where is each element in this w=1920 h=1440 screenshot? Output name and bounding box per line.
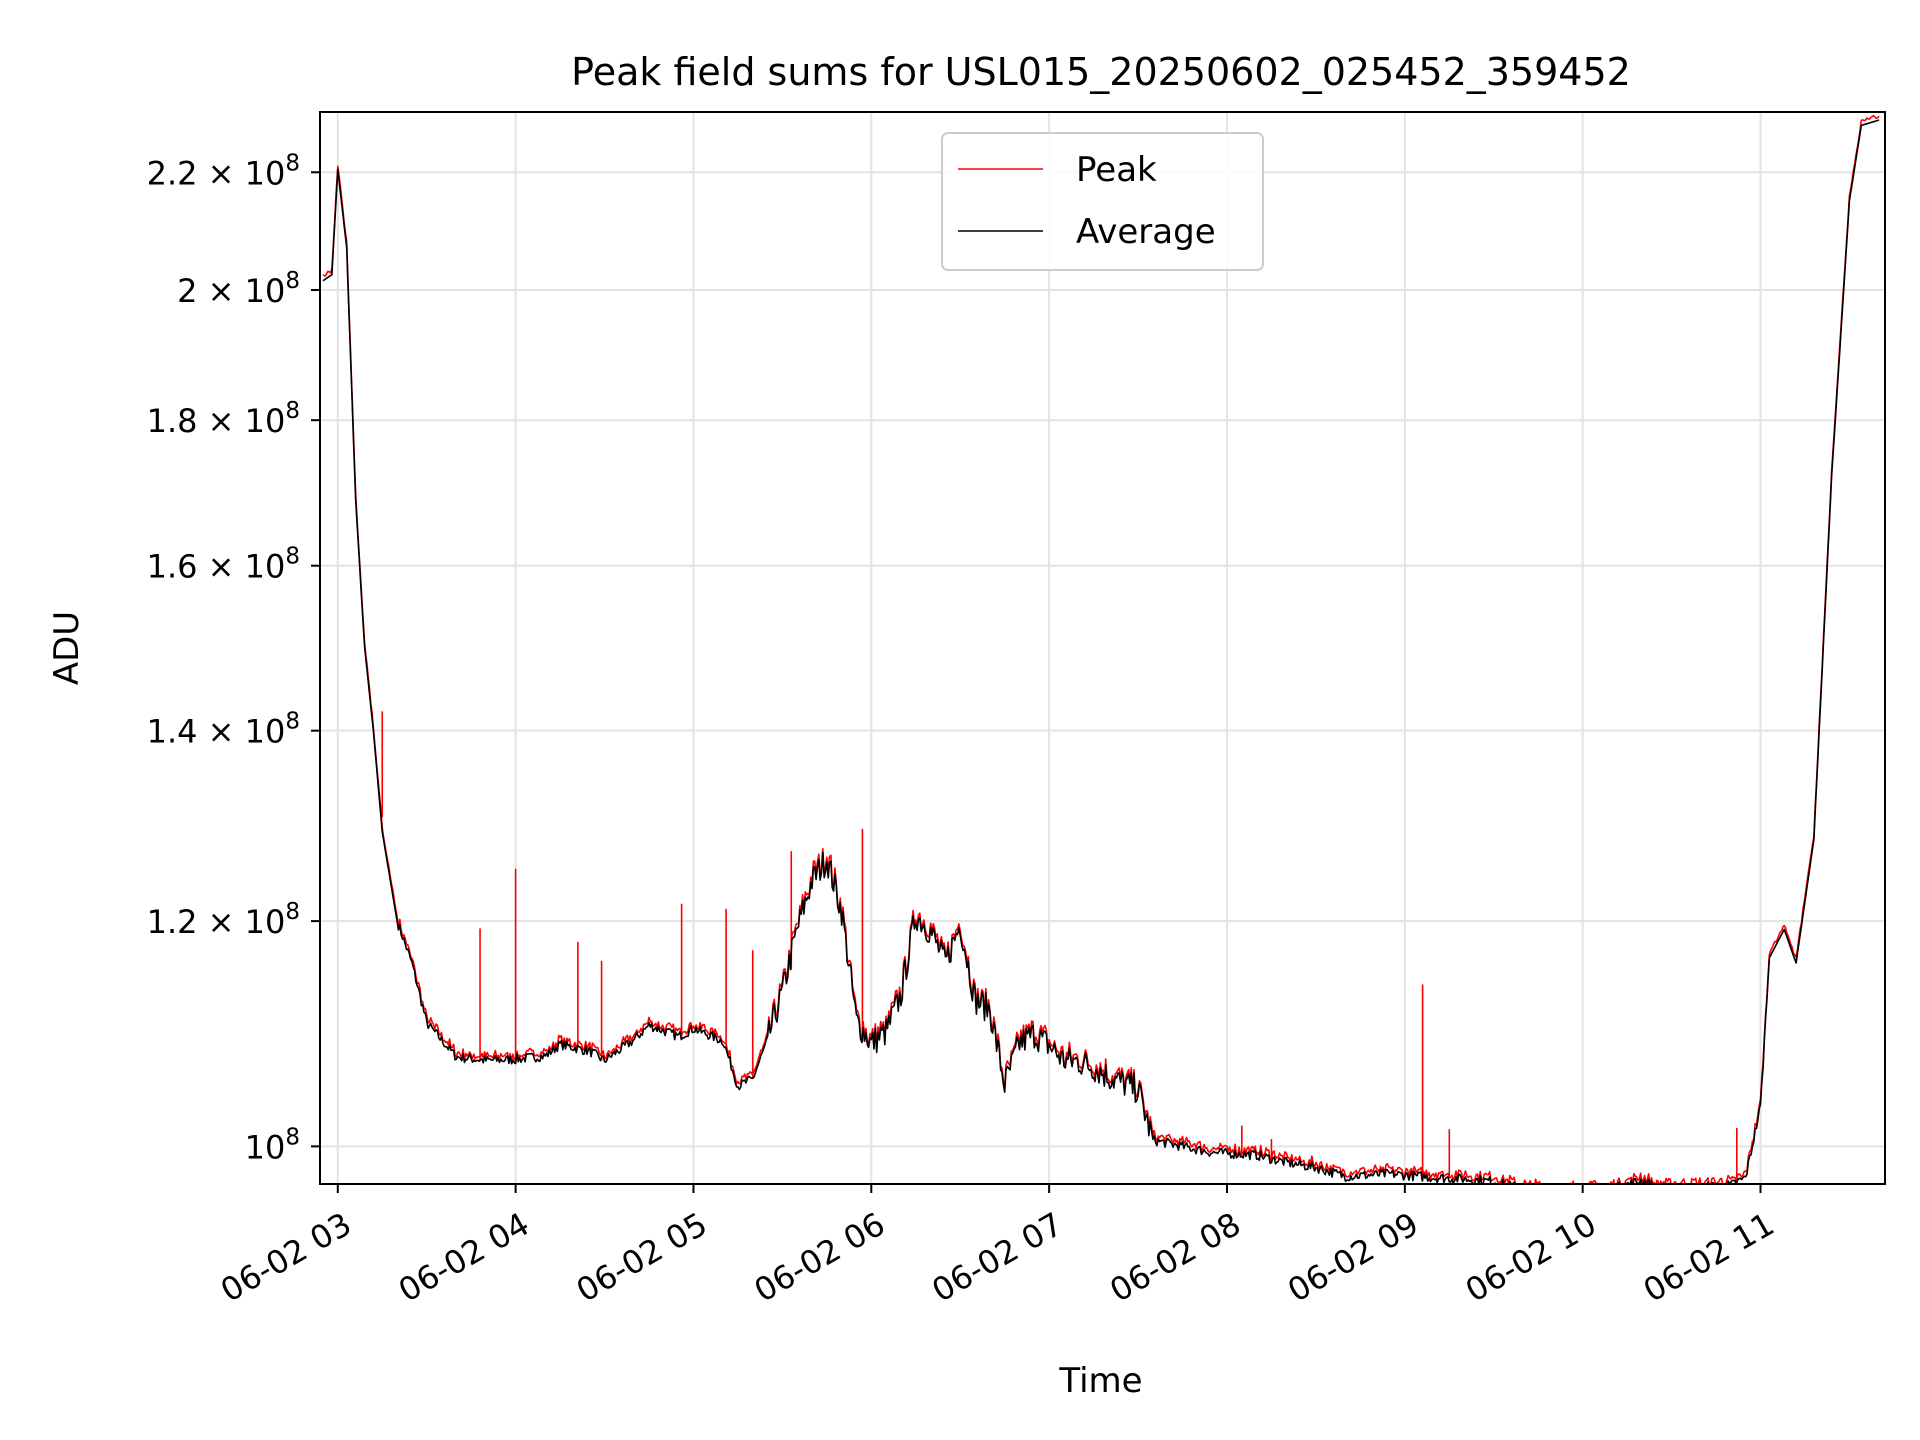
y-axis-ticks: 108 1.2 × 108 1.4 × 108 1.6 × 108 1.8 × 108 2… — [147, 150, 320, 1166]
grid — [320, 112, 1885, 1184]
legend-label-average: Average — [1076, 212, 1216, 252]
y-tick-label: 2 × 108 — [177, 268, 300, 310]
x-axis-label: Time — [1058, 1361, 1142, 1401]
y-tick-label: 1.4 × 108 — [147, 709, 300, 751]
legend: Peak Average — [941, 132, 1264, 271]
y-tick-label: 1.8 × 108 — [147, 398, 300, 440]
plot-frame — [319, 111, 1886, 1185]
legend-frame — [941, 132, 1264, 271]
y-axis-label: ADU — [47, 611, 87, 685]
y-tick-label: 2.2 × 108 — [147, 150, 300, 192]
y-tick-label: 108 — [245, 1124, 300, 1166]
chart-title: Peak field sums for USL015_20250602_0254… — [571, 50, 1631, 94]
legend-label-peak: Peak — [1076, 150, 1157, 190]
peak-spikes — [381, 711, 1738, 1184]
y-tick-label: 1.2 × 108 — [147, 899, 300, 941]
y-tick-label: 1.6 × 108 — [147, 544, 300, 586]
